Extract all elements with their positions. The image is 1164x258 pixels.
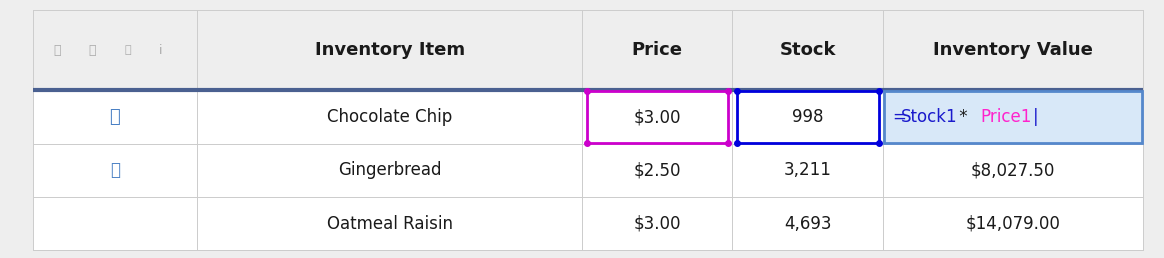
Text: i: i	[158, 44, 162, 57]
Text: $14,079.00: $14,079.00	[966, 215, 1060, 233]
Bar	[587, 91, 728, 143]
Text: 3,211: 3,211	[783, 162, 831, 179]
Text: Stock: Stock	[780, 41, 836, 59]
Text: 🖼: 🖼	[125, 45, 132, 55]
Text: 📎: 📎	[54, 44, 61, 57]
Text: 4,693: 4,693	[783, 215, 831, 233]
Bar	[883, 90, 1143, 144]
Text: $8,027.50: $8,027.50	[971, 162, 1056, 179]
Text: Oatmeal Raisin: Oatmeal Raisin	[327, 215, 453, 233]
Bar	[885, 91, 1142, 143]
Text: Price: Price	[632, 41, 683, 59]
Text: 💬: 💬	[88, 44, 97, 57]
Text: Gingerbread: Gingerbread	[338, 162, 441, 179]
Bar	[737, 91, 879, 143]
Text: $3.00: $3.00	[633, 215, 681, 233]
Text: 📎: 📎	[109, 108, 120, 126]
Text: 💬: 💬	[109, 162, 120, 179]
Text: Inventory Value: Inventory Value	[934, 41, 1093, 59]
Text: 998: 998	[792, 108, 823, 126]
Text: |: |	[1032, 108, 1038, 126]
Text: =: =	[892, 108, 906, 126]
Bar	[33, 10, 1143, 90]
Text: Chocolate Chip: Chocolate Chip	[327, 108, 453, 126]
Text: Inventory Item: Inventory Item	[314, 41, 464, 59]
Text: Price1: Price1	[980, 108, 1031, 126]
Text: $3.00: $3.00	[633, 108, 681, 126]
Text: $2.50: $2.50	[633, 162, 681, 179]
Text: *: *	[953, 108, 973, 126]
Text: Stock1: Stock1	[901, 108, 958, 126]
